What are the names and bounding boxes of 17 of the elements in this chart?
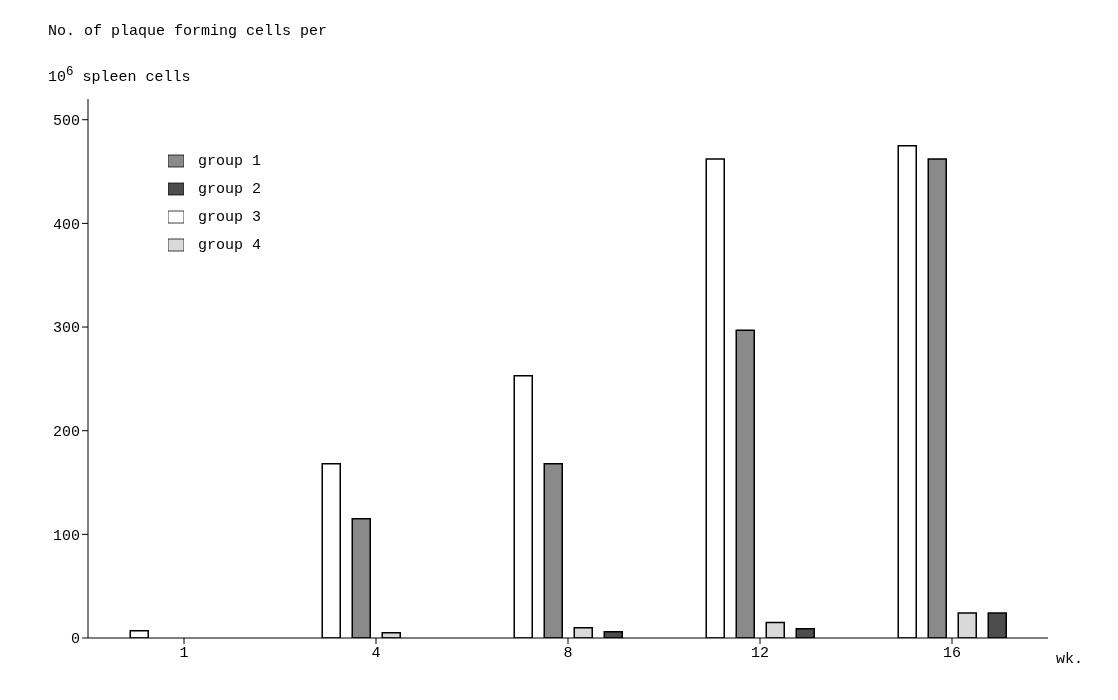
legend-label: group 1 [198,153,262,170]
text: No. of plaque forming cells per 10$^{6}$ spleen cells [48,23,328,86]
y-tick-label: 100 [52,527,80,545]
y-tick-label: 0 [70,631,80,649]
y-tick-label: 200 [52,424,80,442]
x-tick-label: 4 [371,644,381,662]
x-tick-label: 8 [563,644,573,662]
y-tick-label: 300 [52,320,80,338]
y-tick-label: 400 [52,216,80,234]
x-tick-label: 1 [179,644,189,662]
x-tick-label: 16 [942,644,962,662]
x-axis-title: wk. [1056,651,1084,669]
x-tick-label: 12 [750,644,770,662]
legend-label: group 4 [198,237,262,254]
y-tick-label: 500 [52,113,80,131]
legend-label: group 3 [198,209,262,226]
legend-label: group 2 [198,181,262,198]
